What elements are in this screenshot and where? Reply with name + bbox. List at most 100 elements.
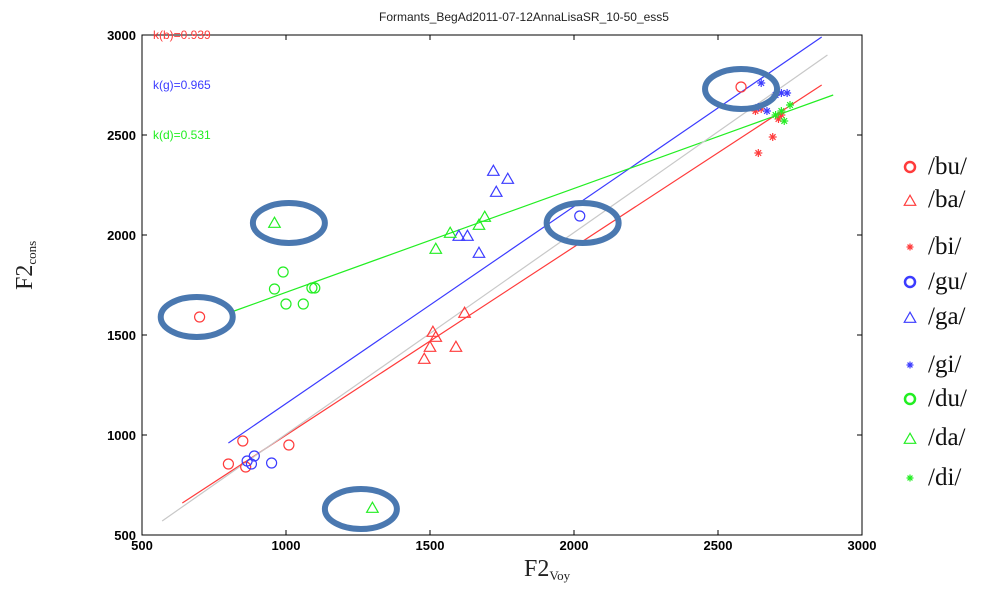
x-tick-label: 1000 xyxy=(272,538,301,553)
y-tick-label: 1500 xyxy=(107,328,136,343)
data-point-d-star xyxy=(786,101,794,109)
y-tick-label: 2000 xyxy=(107,228,136,243)
k-label-b: k(b)=0.939 xyxy=(153,28,211,42)
data-point-g-triangle xyxy=(500,172,515,184)
y-axis-label: F2cons xyxy=(12,241,40,290)
legend-label: /gu/ xyxy=(928,268,967,295)
fit-line-g xyxy=(228,36,823,444)
data-point-b-circle xyxy=(237,435,249,447)
data-point-b-triangle xyxy=(457,306,472,318)
plot-frame xyxy=(141,34,863,536)
data-point-g-triangle xyxy=(486,164,501,176)
y-tick-label: 3000 xyxy=(107,28,136,43)
legend-label: /gi/ xyxy=(928,351,962,378)
legend-item: /ga/ xyxy=(900,302,966,332)
legend-marker-circle-icon xyxy=(903,275,917,289)
legend-label: /bi/ xyxy=(928,233,962,260)
legend-label: /da/ xyxy=(928,424,966,451)
data-point-b-triangle xyxy=(423,340,437,352)
x-tick-label: 1500 xyxy=(416,538,445,553)
data-point-d-triangle xyxy=(472,218,486,230)
legend-marker-star-icon xyxy=(906,474,914,482)
y-tick-label: 2500 xyxy=(107,128,136,143)
data-point-g-star xyxy=(757,79,766,87)
x-axis-label-main: F2 xyxy=(524,556,550,582)
data-point-b-circle xyxy=(240,461,252,473)
legend-item: /di/ xyxy=(900,463,961,493)
data-point-b-circle xyxy=(283,439,295,451)
data-point-b-triangle xyxy=(417,352,432,364)
k-label-g: k(g)=0.965 xyxy=(153,78,211,92)
x-axis-label-sub: Voy xyxy=(549,568,571,583)
data-point-g-triangle xyxy=(472,246,486,258)
legend-item: /ba/ xyxy=(900,185,966,215)
legend-marker-circle-icon xyxy=(903,392,917,406)
data-point-g-circle xyxy=(248,450,260,462)
chart-title: Formants_BegAd2011-07-12AnnaLisaSR_10-50… xyxy=(379,10,669,24)
data-point-d-triangle xyxy=(267,216,282,228)
data-point-d-triangle xyxy=(477,210,492,222)
legend-label: /ga/ xyxy=(928,303,966,330)
data-point-b-circle xyxy=(222,458,234,470)
data-point-d-circle xyxy=(297,298,309,310)
data-point-b-triangle xyxy=(449,340,463,352)
legend-item: /du/ xyxy=(900,384,967,414)
data-point-g-star xyxy=(762,107,771,115)
highlight-ellipse xyxy=(249,200,328,246)
data-point-d-star xyxy=(780,117,789,125)
data-point-b-star xyxy=(754,149,763,157)
highlight-ellipse xyxy=(543,200,622,246)
legend-item: /da/ xyxy=(900,423,966,453)
legend-marker-circle-icon xyxy=(903,160,917,174)
data-point-g-circle xyxy=(245,458,258,470)
x-axis-label: F2Voy xyxy=(524,556,570,584)
legend-item: /gu/ xyxy=(900,267,967,297)
data-point-d-triangle xyxy=(443,226,457,238)
highlight-ellipse xyxy=(157,294,236,340)
data-point-g-circle xyxy=(574,210,586,222)
data-point-d-star xyxy=(777,107,786,115)
legend-marker-star-icon xyxy=(906,243,914,251)
x-tick-label: 2000 xyxy=(560,538,589,553)
data-point-b-circle xyxy=(735,81,747,93)
data-point-d-circle xyxy=(306,282,318,294)
legend-label: /di/ xyxy=(928,464,962,491)
data-point-g-triangle xyxy=(460,229,475,241)
legend-item: /gi/ xyxy=(900,350,961,380)
highlight-ellipse xyxy=(702,66,781,112)
x-tick-label: 500 xyxy=(131,538,153,553)
data-point-d-triangle xyxy=(365,501,380,513)
legend-item: /bi/ xyxy=(900,232,961,262)
legend-label: /bu/ xyxy=(928,153,967,180)
y-tick-label: 1000 xyxy=(107,428,136,443)
data-point-g-star xyxy=(783,89,792,97)
x-tick-label: 3000 xyxy=(848,538,877,553)
data-point-g-circle xyxy=(266,457,278,469)
data-point-g-triangle xyxy=(489,185,504,197)
data-point-d-circle xyxy=(268,283,281,295)
y-axis-label-sub: cons xyxy=(24,240,39,265)
data-point-d-circle xyxy=(280,298,292,310)
legend-marker-star-icon xyxy=(906,361,914,369)
x-tick-label: 2500 xyxy=(704,538,733,553)
fit-line-b xyxy=(181,84,823,504)
legend-label: /du/ xyxy=(928,385,967,412)
y-tick-label: 500 xyxy=(114,528,136,543)
fit-line-ref xyxy=(161,54,828,522)
data-point-d-star xyxy=(771,111,780,119)
data-point-g-triangle xyxy=(452,229,466,241)
data-point-b-star xyxy=(768,133,777,141)
legend-marker-triangle-icon xyxy=(903,194,917,206)
k-label-d: k(d)=0.531 xyxy=(153,128,211,142)
data-point-b-circle xyxy=(194,311,206,323)
data-point-d-circle xyxy=(277,266,289,278)
fit-line-d xyxy=(233,94,834,312)
legend-item: /bu/ xyxy=(900,152,967,182)
highlight-ellipse xyxy=(321,486,400,532)
legend-label: /ba/ xyxy=(928,186,966,213)
data-point-b-triangle xyxy=(428,330,443,342)
legend-marker-triangle-icon xyxy=(903,432,917,444)
legend-marker-triangle-icon xyxy=(903,311,917,323)
y-axis-label-main: F2 xyxy=(12,264,38,290)
